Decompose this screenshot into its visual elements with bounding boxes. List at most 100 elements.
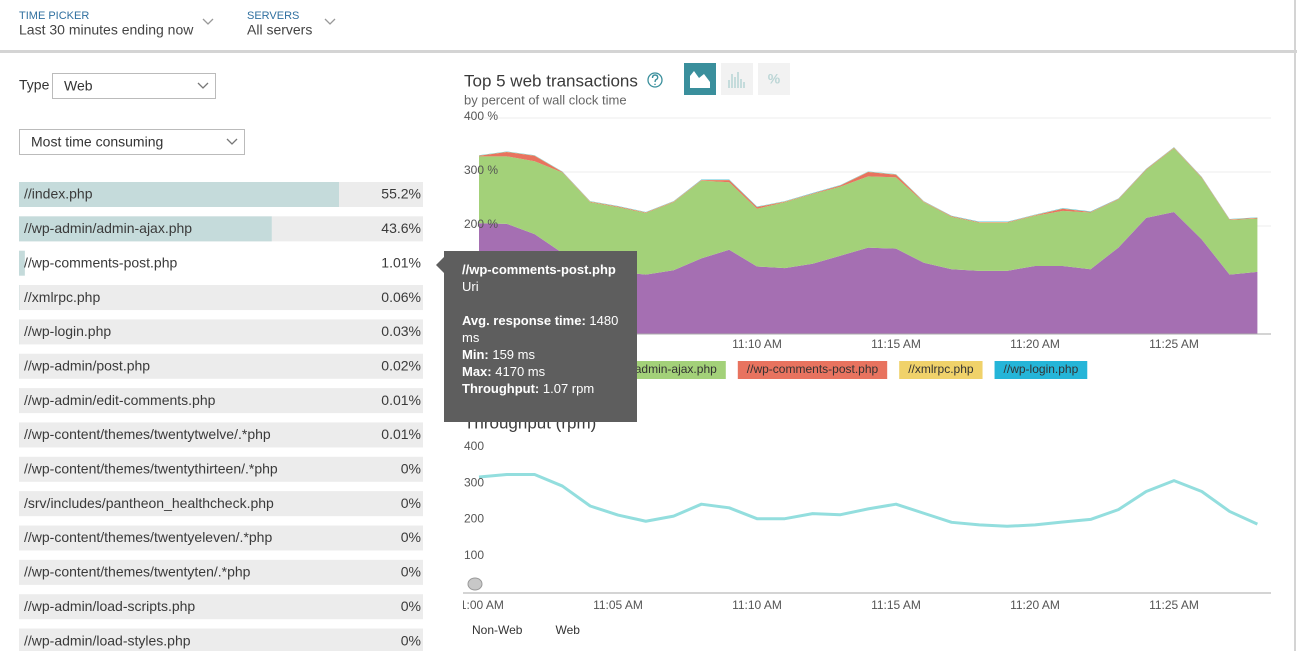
area-button[interactable] <box>684 63 716 95</box>
x-tick-label: 11:20 AM <box>1010 337 1060 351</box>
y-tick-label: 300 % <box>464 163 498 177</box>
legend-item[interactable]: Non-Web <box>472 623 523 637</box>
tooltip-row-label: Max: <box>462 364 492 379</box>
chevron <box>202 18 214 25</box>
legend-item[interactable]: //xmlrpc.php <box>899 361 983 379</box>
time-picker[interactable]: TIME PICKER Last 30 minutes ending now <box>19 10 214 38</box>
row-name: //wp-comments-post.php <box>24 254 177 270</box>
row-name: //wp-admin/post.php <box>24 357 150 373</box>
legend-swatch <box>994 361 1088 379</box>
legend-item[interactable]: //wp-comments-post.php <box>737 361 888 379</box>
legend-label: //xmlrpc.php <box>908 362 974 376</box>
tooltip-kind: Uri <box>462 279 479 294</box>
y-tick-label: 400 <box>464 439 484 453</box>
select-box <box>19 129 245 155</box>
servers-picker[interactable]: SERVERS All servers <box>247 10 336 38</box>
transaction-row[interactable]: //wp-admin/load-styles.php 0% <box>19 628 423 651</box>
row-bar <box>19 216 272 242</box>
x-tick-label: 11:10 AM <box>732 337 782 351</box>
percent-label: % <box>768 71 781 87</box>
plot <box>479 147 1258 334</box>
servers-value: All servers <box>247 22 312 38</box>
servers-label: SERVERS <box>247 10 299 22</box>
transaction-row[interactable]: //xmlrpc.php 0.06% <box>19 285 423 311</box>
help-mark <box>651 74 659 85</box>
row-bg <box>19 422 423 448</box>
row-name: //wp-content/themes/twentythirteen/.*php <box>24 461 278 477</box>
legend-label: Non-Web <box>472 623 523 637</box>
legend-item[interactable]: Web <box>555 623 580 637</box>
tooltip-row-value: 1.07 rpm <box>542 381 595 396</box>
sort-select[interactable]: Most time consuming <box>19 129 245 155</box>
transaction-row[interactable]: //wp-admin/load-scripts.php 0% <box>19 594 423 620</box>
row-name: //wp-admin/load-scripts.php <box>24 598 195 614</box>
row-value: 0% <box>401 495 421 511</box>
x-tick-label: 11:05 AM <box>593 598 643 612</box>
type-select[interactable]: Web <box>52 73 216 99</box>
transaction-row[interactable]: //wp-login.php 0.03% <box>19 319 423 345</box>
transaction-row[interactable]: //wp-content/themes/twentythirteen/.*php… <box>19 456 423 482</box>
transaction-row[interactable]: /srv/includes/pantheon_healthcheck.php 0% <box>19 491 423 517</box>
area-icon <box>690 71 710 88</box>
tooltip-row-value: 159 ms <box>492 347 535 362</box>
chevron <box>226 138 238 145</box>
row-bg <box>19 628 423 651</box>
select-box <box>52 73 216 99</box>
row-name: //xmlrpc.php <box>24 289 100 305</box>
y-tick-label: 300 <box>464 475 484 489</box>
row-bg <box>19 525 423 551</box>
legend-label: //wp-login.php <box>1004 362 1079 376</box>
line <box>478 472 1259 528</box>
row-bg <box>19 594 423 620</box>
row-name: //wp-admin/admin-ajax.php <box>24 220 192 236</box>
bar-button[interactable] <box>721 63 753 95</box>
y-tick-label: 100 <box>464 548 484 562</box>
transaction-row[interactable]: //wp-admin/edit-comments.php 0.01% <box>19 388 423 414</box>
row-name: //wp-content/themes/twentyeleven/.*php <box>24 529 272 545</box>
transaction-row[interactable]: //wp-admin/post.php 0.02% <box>19 353 423 379</box>
header-bg <box>0 0 1297 51</box>
x-tick-label: 11:25 AM <box>1149 337 1199 351</box>
transaction-row[interactable]: //wp-content/themes/twentytwelve/.*php 0.… <box>19 422 423 448</box>
row-value: 0% <box>401 529 421 545</box>
legend-item[interactable]: //wp-login.php <box>994 361 1088 379</box>
transaction-row[interactable]: //wp-content/themes/twentyeleven/.*php 0% <box>19 525 423 551</box>
transaction-row[interactable]: //wp-content/themes/twentyten/.*php 0% <box>19 559 423 585</box>
transaction-row[interactable]: //wp-comments-post.php 1.01% <box>19 250 423 276</box>
row-name: //wp-login.php <box>24 323 111 339</box>
row-name: //wp-admin/edit-comments.php <box>24 392 216 408</box>
toggle-icon[interactable] <box>467 577 483 591</box>
tooltip-row: Throughput: 1.07 rpm <box>462 380 619 397</box>
x-tick-label: 11:20 AM <box>1010 598 1060 612</box>
row-name: //wp-admin/load-styles.php <box>24 632 191 648</box>
time-picker-value: Last 30 minutes ending now <box>19 22 194 38</box>
legend-swatch <box>899 361 983 379</box>
row-name: //wp-content/themes/twentyten/.*php <box>24 564 251 580</box>
chart-subtitle: by percent of wall clock time <box>464 92 627 107</box>
row-value: 0% <box>401 598 421 614</box>
button-bg <box>758 63 790 95</box>
time-picker-label: TIME PICKER <box>19 10 89 22</box>
help-icon[interactable] <box>647 72 663 88</box>
row-name: //index.php <box>24 186 93 202</box>
row-value: 0% <box>401 461 421 477</box>
bar-icon <box>728 72 745 88</box>
x-labels: 11:10 AM 11:15 AM 11:20 AM 11:25 AM <box>732 337 1199 351</box>
x-labels: 11:00 AM 11:05 AM 11:10 AM 11:15 AM 11:20 AM… <box>463 598 1199 612</box>
transaction-row[interactable]: //wp-admin/admin-ajax.php 43.6% <box>19 216 423 242</box>
row-bg <box>19 319 423 345</box>
row-value: 0.03% <box>381 323 421 339</box>
percent-button[interactable]: % <box>758 63 790 95</box>
x-tick-label: 11:15 AM <box>871 598 921 612</box>
tooltip-rows: Avg. response time: 1480 ms Min: 159 ms Ma… <box>462 312 619 397</box>
help-circle <box>647 72 663 88</box>
row-value: 1.01% <box>381 254 421 270</box>
y-tick-label: 400 % <box>464 109 498 123</box>
row-name: /srv/includes/pantheon_healthcheck.php <box>24 495 274 511</box>
tooltip-row-label: Min: <box>462 347 489 362</box>
transaction-row[interactable]: //index.php 55.2% <box>19 182 423 207</box>
chevron <box>324 18 336 25</box>
tooltip-title: //wp-comments-post.php <box>462 262 616 277</box>
